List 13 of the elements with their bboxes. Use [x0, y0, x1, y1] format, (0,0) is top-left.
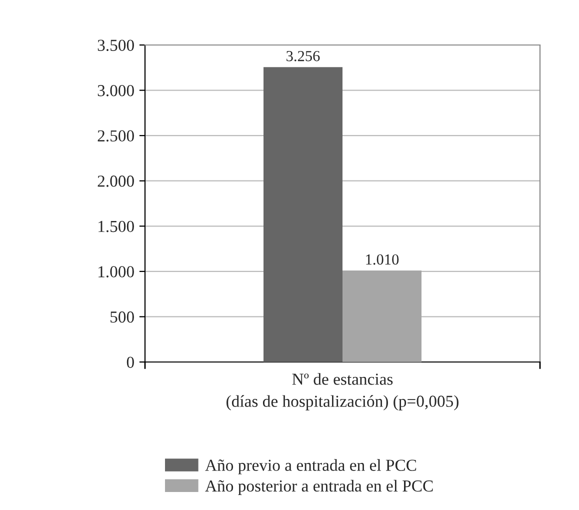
data-label: 3.256 [286, 50, 320, 62]
y-tick-label: 500 [110, 311, 134, 323]
y-tick-label: 1.500 [98, 220, 134, 232]
x-tick-label: Nº de estancias (días de hospitalización) (p=0,005) [226, 373, 458, 410]
legend-label: Año posterior a entrada en el PCC [205, 480, 433, 495]
data-label: 1.010 [366, 254, 399, 265]
legend-label: Año previo a entrada en el PCC [205, 459, 416, 474]
y-tick-label: 3.000 [98, 84, 134, 96]
y-tick-label: 3.500 [98, 40, 134, 52]
y-tick-label: 0 [126, 356, 134, 368]
y-tick-label: 2.000 [98, 176, 134, 187]
y-tick-label: 1.000 [98, 266, 134, 278]
y-tick-label: 2.500 [98, 130, 134, 142]
